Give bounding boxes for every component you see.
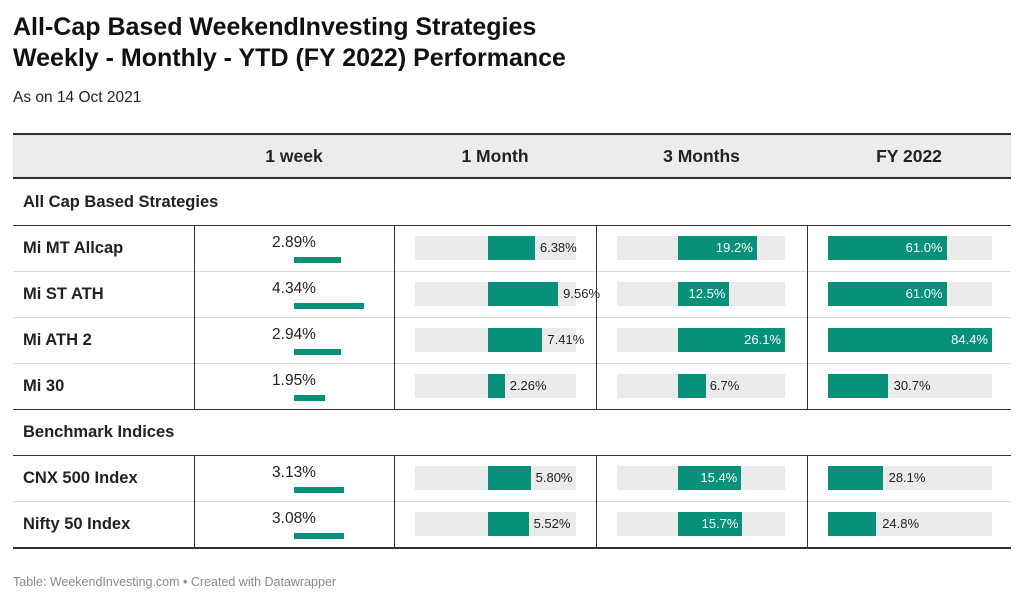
month-value-label: 5.52% [533, 516, 571, 531]
row-label: Mi ST ATH [23, 285, 104, 303]
column-separator [194, 455, 195, 547]
column-separator [596, 225, 597, 409]
month-value-label: 9.56% [563, 286, 601, 301]
row-rule [13, 317, 1011, 318]
title-line-2: Weekly - Monthly - YTD (FY 2022) Perform… [13, 44, 566, 72]
week-bar [294, 395, 326, 401]
week-value-label: 4.34% [272, 280, 316, 297]
three-months-bar [678, 328, 785, 352]
column-separator [596, 455, 597, 547]
column-header-1-month: 1 Month [461, 146, 529, 166]
three-months-value-label: 15.7% [701, 516, 739, 531]
week-value-label: 3.08% [272, 510, 316, 527]
group-rule [13, 225, 1011, 226]
fy2022-value-label: 61.0% [905, 286, 943, 301]
fy2022-bar [828, 236, 947, 260]
week-bar [294, 349, 342, 355]
row-label: Mi 30 [23, 377, 65, 395]
row-label: Mi ATH 2 [23, 331, 92, 349]
group-rule [13, 455, 1011, 456]
month-value-label: 7.41% [547, 332, 585, 347]
three-months-bar [678, 282, 730, 306]
week-bar [294, 533, 344, 539]
column-separator [394, 225, 395, 409]
month-value-label: 2.26% [509, 378, 547, 393]
fy2022-bar [828, 374, 888, 398]
fy2022-value-label: 61.0% [905, 240, 943, 255]
three-months-bar [678, 374, 706, 398]
fy2022-bar [828, 328, 992, 352]
column-separator [394, 455, 395, 547]
table-top-rule [13, 133, 1011, 135]
column-separator [807, 225, 808, 409]
month-bar [488, 374, 505, 398]
row-rule [13, 363, 1011, 364]
three-months-bar [678, 512, 743, 536]
row-label: CNX 500 Index [23, 469, 138, 487]
group-label: All Cap Based Strategies [23, 193, 219, 211]
fy2022-value-label: 24.8% [882, 516, 920, 531]
three-months-bar [678, 236, 757, 260]
week-bar [294, 487, 345, 493]
column-header-fy-2022: FY 2022 [876, 146, 942, 166]
week-value-label: 2.94% [272, 326, 316, 343]
three-months-bar [678, 466, 742, 490]
fy2022-value-label: 84.4% [951, 332, 988, 347]
row-label: Mi MT Allcap [23, 239, 124, 257]
group-label: Benchmark Indices [23, 423, 175, 441]
month-bar [488, 328, 543, 352]
column-header-3-months: 3 Months [663, 146, 740, 166]
month-value-label: 6.38% [539, 240, 577, 255]
week-value-label: 2.89% [272, 234, 316, 251]
three-months-value-label: 19.2% [715, 240, 753, 255]
month-bar [488, 466, 531, 490]
chart-subtitle: As on 14 Oct 2021 [13, 89, 142, 106]
row-rule [13, 271, 1011, 272]
month-bar [488, 282, 559, 306]
table-bottom-rule [13, 547, 1011, 549]
month-bar [488, 236, 535, 260]
column-separator [807, 455, 808, 547]
fy2022-bar [828, 466, 883, 490]
fy2022-bar [828, 282, 947, 306]
chart-title: All-Cap Based WeekendInvesting Strategie… [13, 12, 566, 74]
column-header-1-week: 1 week [265, 146, 323, 166]
three-months-value-label: 6.7% [709, 378, 740, 393]
footer-credit: Table: WeekendInvesting.com • Created wi… [13, 575, 337, 589]
week-bar [294, 303, 364, 309]
three-months-value-label: 26.1% [744, 332, 781, 347]
performance-table: 1 week 1 Month 3 Months FY 2022 All Cap … [13, 133, 1011, 549]
table-header-rule [13, 177, 1011, 179]
fy2022-bar [828, 512, 877, 536]
fy2022-value-label: 28.1% [888, 470, 926, 485]
month-value-label: 5.80% [535, 470, 573, 485]
month-bar [488, 512, 529, 536]
three-months-value-label: 12.5% [688, 286, 726, 301]
row-label: Nifty 50 Index [23, 515, 131, 533]
week-bar [294, 257, 341, 263]
column-separator [194, 225, 195, 409]
week-value-label: 3.13% [272, 464, 316, 481]
week-value-label: 1.95% [272, 372, 316, 389]
row-rule [13, 501, 1011, 502]
title-line-1: All-Cap Based WeekendInvesting Strategie… [13, 13, 537, 41]
three-months-value-label: 15.4% [700, 470, 738, 485]
table-header [13, 135, 1011, 177]
fy2022-value-label: 30.7% [893, 378, 931, 393]
group-rule [13, 409, 1011, 410]
